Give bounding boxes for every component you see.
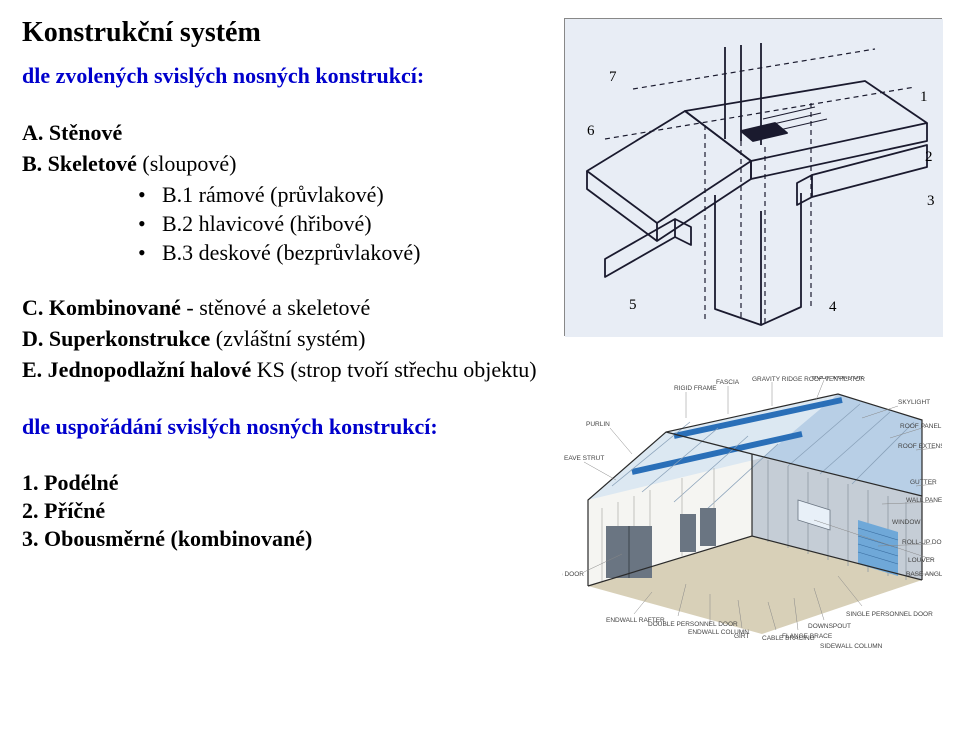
- lbl-top-1: FASCIA: [716, 379, 740, 386]
- lbl-top-4: PURLIN: [586, 421, 610, 428]
- lbl-top-5: EAVE STRUT: [564, 455, 604, 462]
- lbl-right-9: SINGLE PERSONNEL DOOR: [846, 611, 933, 618]
- item-e: E. Jednopodlažní halové KS (strop tvoří …: [22, 355, 552, 384]
- item-c-label: C. Kombinované: [22, 295, 181, 320]
- item2-2: 2. Příčné: [22, 498, 552, 524]
- lbl-right-7: LOUVER: [908, 557, 935, 564]
- fig-top-num-2: 2: [925, 149, 933, 165]
- lbl-right-2: ROOF EXTENSION: [898, 443, 942, 450]
- lbl-right-8: WINDOW: [892, 519, 921, 526]
- lbl-left-0: DOUBLE SLIDING DOOR: [562, 571, 584, 578]
- fig-top-num-4: 4: [829, 299, 837, 315]
- lbl-right-0: SKYLIGHT: [898, 399, 930, 406]
- figure-top: 1 2 3 4 5 6 7: [564, 18, 942, 336]
- fig-top-num-5: 5: [629, 297, 637, 313]
- fig-top-num-7: 7: [609, 69, 617, 85]
- lbl-right-4: WALL PANEL: [906, 497, 942, 504]
- lbl-right-6: BASE ANGLE: [906, 571, 942, 578]
- item-d-label: D. Superkonstrukce: [22, 326, 210, 351]
- lbl-top-3: ROOF MONITOR: [812, 376, 863, 381]
- item-c-rest: - stěnové a skeletové: [181, 295, 370, 320]
- item-a: A. Stěnové: [22, 118, 552, 147]
- item-b2: B.2 hlavicové (hřibové): [22, 209, 552, 238]
- lbl-right-5: ROLL-UP DOOR: [902, 539, 942, 546]
- subheader-2: dle uspořádání svislých nosných konstruk…: [22, 414, 552, 439]
- item-e-label: E. Jednopodlažní halové: [22, 357, 257, 382]
- subheader-1: dle zvolených svislých nosných konstrukc…: [22, 63, 552, 88]
- lbl-right-10: DOWNSPOUT: [808, 623, 851, 630]
- item-e-rest: KS (strop tvoří střechu objektu): [257, 357, 537, 382]
- lbl-top-0: RIGID FRAME: [674, 385, 717, 392]
- lbl-right-12: SIDEWALL COLUMN: [820, 643, 883, 650]
- item-b1: B.1 rámové (průvlakové): [22, 180, 552, 209]
- lbl-left-2: DOUBLE PERSONNEL DOOR: [648, 621, 738, 628]
- item-d: D. Superkonstrukce (zvláštní systém): [22, 324, 552, 353]
- item2-1: 1. Podélné: [22, 470, 552, 496]
- page-title: Konstrukční systém: [22, 18, 552, 49]
- figure-bottom: RIGID FRAME FASCIA GRAVITY RIDGE ROOF VE…: [562, 376, 942, 656]
- lbl-right-11: FLANGE BRACE: [782, 633, 833, 640]
- item-b: B. Skeletové (sloupové): [22, 149, 552, 178]
- item-d-rest: (zvláštní systém): [210, 326, 365, 351]
- item-b-label: B. Skeletové: [22, 151, 142, 176]
- list-a: A. Stěnové B. Skeletové (sloupové) B.1 r…: [22, 118, 552, 267]
- lbl-right-1: ROOF PANEL: [900, 423, 942, 430]
- bottom-block: dle uspořádání svislých nosných konstruk…: [22, 414, 552, 551]
- lbl-right-3: GUTTER: [910, 479, 937, 486]
- list-b: C. Kombinované - stěnové a skeletové D. …: [22, 293, 552, 384]
- item-b-paren: (sloupové): [142, 151, 236, 176]
- item-b3: B.3 deskové (bezprůvlakové): [22, 238, 552, 267]
- lbl-left-4: GIRT: [734, 633, 749, 640]
- item2-3: 3. Obousměrné (kombinované): [22, 526, 552, 552]
- item-c: C. Kombinované - stěnové a skeletové: [22, 293, 552, 322]
- fig-top-num-6: 6: [587, 123, 595, 139]
- fig-top-num-3: 3: [927, 193, 935, 209]
- fig-top-num-1: 1: [920, 89, 928, 105]
